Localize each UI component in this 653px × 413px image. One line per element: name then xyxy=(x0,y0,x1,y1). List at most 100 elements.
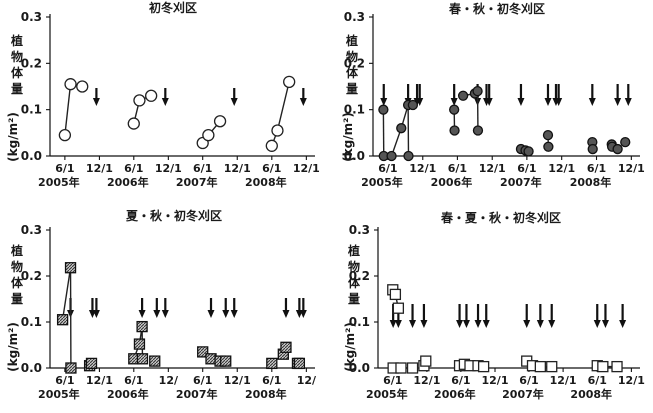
data-point-1-1 xyxy=(396,123,407,134)
year-label: 2005年 xyxy=(366,387,408,401)
y-axis-label: 植物体量 xyxy=(10,243,24,306)
x-tick-label: 6/1 xyxy=(262,374,281,387)
year-label: 2008年 xyxy=(570,387,612,401)
data-point-1-2 xyxy=(406,362,419,374)
x-tick-label: 6/1 xyxy=(588,374,607,387)
data-point-3-0 xyxy=(265,139,278,152)
x-tick-label: 6/1 xyxy=(378,162,397,175)
data-point-8-1 xyxy=(587,143,598,155)
y-axis-unit: (kg/m²) xyxy=(341,112,355,162)
year-label: 2005年 xyxy=(38,387,80,401)
x-tick-label: 12/ xyxy=(159,374,179,387)
data-point-4-0 xyxy=(457,90,469,101)
data-point-8-1 xyxy=(293,357,306,370)
data-point-0-1 xyxy=(389,288,402,301)
data-point-2-3 xyxy=(136,353,149,365)
x-tick-label: 6/1 xyxy=(124,162,143,175)
cut-arrow-head xyxy=(619,320,627,328)
y-axis-label: 植物体量 xyxy=(345,33,359,96)
data-point-2-1 xyxy=(202,128,215,142)
data-point-2-0 xyxy=(407,99,419,111)
cut-arrow-head xyxy=(92,98,100,106)
y-axis-unit: (kg/m²) xyxy=(6,322,20,372)
x-tick-label: 6/1 xyxy=(519,374,538,387)
y-tick-label: 0.2 xyxy=(349,269,370,283)
y-tick-label: 0.2 xyxy=(21,269,42,283)
panel-title: 初冬刈区 xyxy=(149,0,197,15)
cut-arrow-head xyxy=(161,310,169,318)
panel-title: 春・夏・秋・初冬刈区 xyxy=(440,210,561,225)
year-label: 2007年 xyxy=(176,387,218,401)
x-tick-label: 12/1 xyxy=(155,162,182,175)
cut-arrow-head xyxy=(544,98,552,106)
year-label: 2006年 xyxy=(107,175,149,189)
data-point-1-0 xyxy=(127,117,140,130)
y-tick-label: 0.0 xyxy=(21,361,42,375)
x-tick-label: 6/1 xyxy=(124,374,143,387)
cut-arrow-head xyxy=(517,98,525,106)
cut-arrow-head xyxy=(555,98,563,106)
year-label: 2007年 xyxy=(502,387,544,401)
data-point-1-3 xyxy=(403,150,414,162)
data-point-1-0 xyxy=(386,150,397,162)
x-tick-label: 6/1 xyxy=(55,162,74,175)
cut-arrow-head xyxy=(222,310,230,318)
cut-arrow-head xyxy=(394,320,402,328)
year-label: 2005年 xyxy=(38,175,80,189)
x-tick-label: 12/1 xyxy=(409,162,436,175)
cut-arrow-head xyxy=(153,310,161,318)
year-label: 2008年 xyxy=(570,175,612,189)
x-tick-label: 12/1 xyxy=(224,374,251,387)
panel-3: 夏・秋・初冬刈区 0.0 0.1 0.2 0.3 6/1 12/1 6/1 12/6/1 12/1… xyxy=(6,208,317,401)
cut-arrow-head xyxy=(548,320,556,328)
data-point-0-2 xyxy=(76,80,89,93)
x-tick-label: 12/1 xyxy=(479,162,506,175)
cut-arrow-head xyxy=(299,310,307,318)
data-point-3-2 xyxy=(283,75,296,89)
data-point-0-0 xyxy=(56,314,69,326)
data-point-9-2 xyxy=(612,143,623,155)
cut-arrow-head xyxy=(601,320,609,328)
cut-arrow-head xyxy=(588,98,596,106)
y-tick-label: 0.0 xyxy=(21,149,42,163)
cut-arrow-head xyxy=(230,98,238,106)
y-axis-unit: (kg/m²) xyxy=(343,322,357,372)
data-point-5-1 xyxy=(220,355,232,367)
cut-arrow-head xyxy=(299,98,307,106)
data-point-0-1 xyxy=(64,262,77,274)
x-tick-label: 6/1 xyxy=(451,374,470,387)
data-point-6-2 xyxy=(523,146,534,157)
data-point-2-1 xyxy=(420,355,432,367)
cut-arrow-head xyxy=(485,98,493,106)
data-point-3-4 xyxy=(477,360,490,373)
cut-arrow-head xyxy=(474,320,482,328)
y-tick-label: 0.2 xyxy=(344,56,365,70)
year-label: 2006年 xyxy=(431,175,473,189)
cut-arrow-head xyxy=(450,98,458,106)
cut-arrow-head xyxy=(536,320,544,328)
data-point-0-2 xyxy=(392,302,405,314)
panel-1: 初冬刈区 0.0 0.1 0.2 0.3 6/1 12/1 6/1 12/1 6/1 12/1 6/1… xyxy=(6,0,320,189)
cut-arrow-head xyxy=(523,320,531,328)
data-point-6-0 xyxy=(266,357,278,370)
data-point-5-1 xyxy=(472,125,484,136)
panel-4: 春・夏・秋・初冬刈区 0.0 0.1 0.2 0.3 6/1 12/1 6/1 12/1 6/1 1… xyxy=(343,210,645,401)
x-tick-label: 12/1 xyxy=(548,162,575,175)
x-tick-label: 6/1 xyxy=(383,374,402,387)
panel-title: 夏・秋・初冬刈区 xyxy=(126,208,222,223)
data-point-3-1 xyxy=(449,125,460,136)
y-tick-label: 0.1 xyxy=(21,103,42,117)
y-tick-label: 0.1 xyxy=(349,315,370,329)
x-tick-label: 6/1 xyxy=(193,374,212,387)
series-line-3 xyxy=(271,81,290,147)
x-tick-label: 12/1 xyxy=(86,374,113,387)
x-tick-label: 12/1 xyxy=(293,162,320,175)
x-tick-label: 6/1 xyxy=(193,162,212,175)
x-tick-label: 6/1 xyxy=(517,162,536,175)
year-label: 2008年 xyxy=(245,175,287,189)
y-tick-label: 0.3 xyxy=(21,10,42,24)
y-tick-label: 0.0 xyxy=(349,361,370,375)
y-tick-label: 0.3 xyxy=(344,10,365,24)
data-point-2-2 xyxy=(136,320,148,333)
